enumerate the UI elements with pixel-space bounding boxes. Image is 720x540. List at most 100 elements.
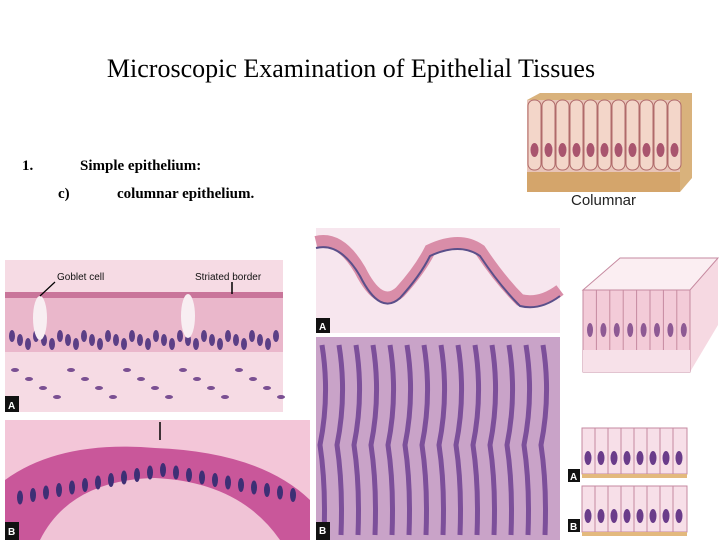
decoration [207, 386, 215, 390]
title: Microscopic Examination of Epithelial Ti… [107, 54, 595, 83]
decoration [145, 338, 151, 350]
decoration [193, 338, 199, 350]
decoration [235, 368, 243, 372]
micrograph-middle-a [314, 228, 564, 333]
decoration [572, 143, 581, 157]
decoration [662, 451, 670, 465]
decoration [113, 334, 119, 346]
decoration [212, 473, 218, 487]
decoration [667, 323, 674, 337]
decoration [179, 368, 187, 372]
decoration [600, 323, 607, 337]
decoration [249, 330, 255, 342]
block-drawing [581, 257, 720, 373]
decoration [49, 338, 55, 350]
decoration [453, 344, 465, 536]
decoration [186, 468, 192, 482]
decoration [56, 483, 62, 497]
decoration [257, 334, 263, 346]
decoration [667, 99, 682, 171]
decoration [277, 485, 283, 500]
decoration [611, 99, 626, 171]
decoration [583, 99, 598, 171]
decoration [105, 330, 111, 342]
decoration [555, 99, 570, 171]
panel-badge [568, 519, 580, 532]
decoration [538, 344, 550, 536]
decoration [597, 509, 605, 523]
decoration [225, 475, 231, 490]
decoration [544, 143, 553, 157]
decoration [209, 334, 215, 346]
decoration [97, 338, 103, 350]
decoration [264, 483, 270, 497]
decoration [642, 143, 651, 157]
decoration [129, 330, 135, 342]
decoration [290, 488, 296, 502]
list-text: Simple epithelium: [80, 158, 201, 174]
decoration [173, 465, 179, 480]
panel-label: A [319, 322, 326, 333]
decoration [277, 395, 285, 399]
decoration [636, 509, 644, 523]
decoration [238, 478, 244, 492]
decoration [201, 330, 207, 342]
decoration [82, 478, 88, 492]
decoration [109, 395, 117, 399]
decoration [586, 143, 595, 157]
decoration [160, 463, 166, 477]
decoration [249, 377, 257, 381]
decoration [600, 143, 609, 157]
decoration [317, 344, 329, 536]
decoration [436, 344, 448, 536]
columnar-diagram [527, 93, 692, 192]
decoration [670, 143, 679, 157]
micrograph-middle-b [316, 337, 560, 540]
decoration [17, 490, 23, 505]
decoration [334, 344, 346, 536]
decoration [123, 368, 131, 372]
decoration [654, 323, 660, 337]
decoration [662, 509, 670, 523]
decoration [221, 395, 229, 399]
decoration [81, 377, 89, 381]
decoration [628, 143, 637, 157]
decoration [225, 330, 231, 342]
decoration [161, 334, 167, 346]
decoration [251, 480, 257, 495]
decoration [199, 470, 205, 485]
decoration [95, 475, 101, 490]
decoration [30, 488, 36, 502]
decoration [623, 451, 631, 465]
decoration [675, 509, 683, 523]
panel-badge [5, 396, 19, 412]
decoration [653, 99, 668, 171]
decoration [193, 377, 201, 381]
panel-badge [316, 318, 330, 333]
micrograph-left-b [5, 420, 310, 540]
decoration [9, 330, 15, 342]
decoration [95, 386, 103, 390]
decoration [65, 334, 71, 346]
decoration [165, 395, 173, 399]
decoration [151, 386, 159, 390]
decoration [69, 480, 75, 495]
decoration [527, 99, 542, 171]
label: Striated border [195, 272, 262, 283]
decoration [597, 451, 605, 465]
decoration [636, 451, 644, 465]
decoration [67, 368, 75, 372]
decoration [487, 344, 499, 536]
decoration [351, 344, 363, 536]
panel-label: A [570, 472, 577, 483]
decoration [263, 386, 271, 390]
decoration [265, 338, 271, 350]
decoration [587, 323, 593, 337]
decoration [675, 451, 683, 465]
label: Goblet cell [57, 272, 104, 283]
decoration [582, 474, 687, 478]
decoration [108, 473, 114, 487]
decoration [147, 465, 153, 480]
decoration [233, 334, 239, 346]
